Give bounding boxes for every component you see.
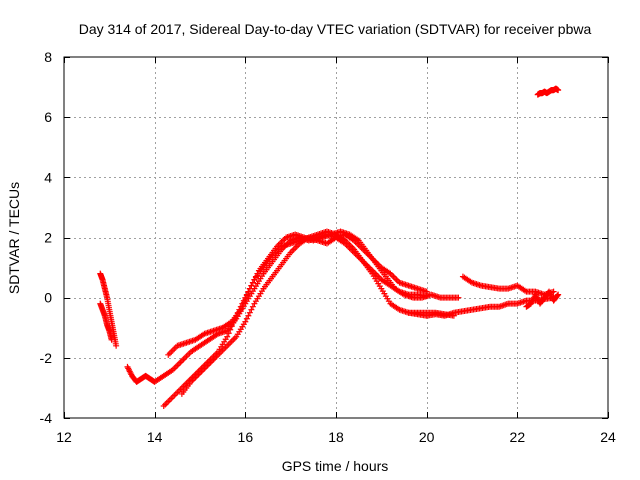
y-tick-label: 6 — [44, 109, 52, 125]
y-tick-label: 4 — [44, 169, 52, 185]
y-tick-label: -2 — [40, 350, 53, 366]
grid — [64, 57, 608, 418]
data-point — [237, 306, 244, 313]
data-point — [243, 292, 250, 299]
data-point — [242, 296, 249, 303]
y-axis-label: SDTVAR / TECUs — [6, 182, 22, 294]
y-tick-label: -4 — [40, 410, 53, 426]
series-satellite-track-d — [160, 228, 457, 409]
data-point — [225, 330, 232, 337]
data-point — [249, 303, 256, 310]
x-tick-label: 14 — [147, 429, 163, 445]
data-point — [246, 309, 253, 316]
data-point — [423, 288, 430, 295]
data-point — [224, 333, 231, 340]
data-point — [254, 270, 261, 277]
data-point — [248, 282, 255, 289]
data-point — [455, 294, 462, 301]
series-satellite-track-c — [124, 231, 430, 385]
data-point — [242, 318, 249, 325]
x-tick-label: 24 — [600, 429, 616, 445]
series-satellite-track-j — [534, 85, 562, 98]
series-satellite-track-f — [178, 231, 430, 397]
y-tick-label: 0 — [44, 290, 52, 306]
x-tick-label: 16 — [238, 429, 254, 445]
data-points — [97, 85, 562, 409]
x-tick-label: 12 — [56, 429, 72, 445]
y-tick-label: 2 — [44, 230, 52, 246]
y-tick-label: 8 — [44, 49, 52, 65]
x-tick-label: 22 — [510, 429, 526, 445]
data-point — [251, 276, 258, 283]
data-point — [113, 342, 120, 349]
data-point — [252, 273, 259, 280]
series-satellite-track-i — [523, 288, 562, 310]
data-point — [108, 336, 115, 343]
data-point — [240, 299, 247, 306]
data-point — [555, 291, 562, 298]
data-point — [555, 87, 562, 94]
x-tick-label: 20 — [419, 429, 435, 445]
x-tick-label: 18 — [328, 429, 344, 445]
data-point — [245, 289, 252, 296]
series-satellite-track-h — [459, 273, 557, 298]
chart-title: Day 314 of 2017, Sidereal Day-to-day VTE… — [79, 21, 592, 37]
data-point — [248, 306, 255, 313]
data-point — [243, 315, 250, 322]
data-point — [246, 285, 253, 292]
series-satellite-track-b — [97, 300, 115, 343]
data-point — [249, 279, 256, 286]
data-point — [245, 312, 252, 319]
data-point — [239, 303, 246, 310]
series-satellite-track-g — [405, 294, 557, 319]
data-point — [554, 292, 561, 299]
data-point — [227, 326, 234, 333]
x-axis-label: GPS time / hours — [282, 458, 389, 474]
